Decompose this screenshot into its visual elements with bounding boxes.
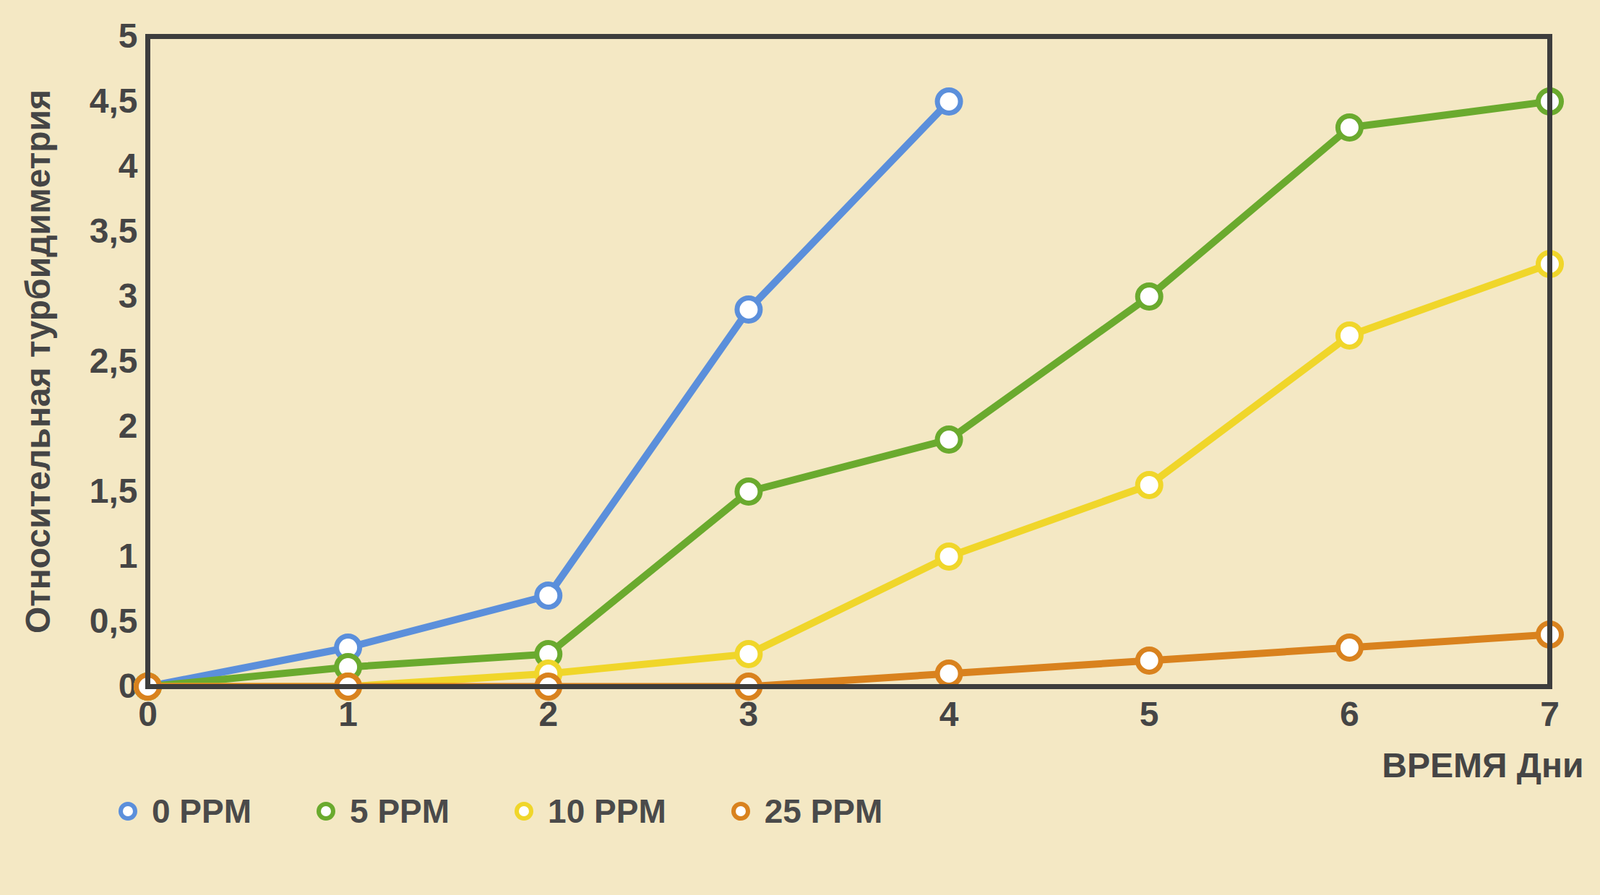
svg-text:5: 5 (1139, 695, 1160, 734)
svg-text:1,5: 1,5 (89, 471, 139, 511)
svg-text:5: 5 (118, 16, 139, 55)
svg-text:0,5: 0,5 (89, 601, 139, 641)
svg-text:4: 4 (939, 695, 959, 734)
html-text:0 PPM: 0 PPM (151, 792, 252, 831)
svg-text:3,5: 3,5 (89, 211, 139, 251)
svg-text:4: 4 (118, 146, 139, 186)
svg-text:0: 0 (138, 694, 158, 734)
svg-text:6: 6 (1339, 695, 1360, 734)
html-text:25 PPM: 25 PPM (764, 792, 883, 831)
svg-text:2: 2 (118, 406, 139, 446)
svg-text:1: 1 (338, 694, 358, 734)
html-text:5 PPM: 5 PPM (349, 792, 450, 831)
svg-text:4,5: 4,5 (89, 81, 139, 120)
svg-text:0: 0 (118, 666, 138, 706)
svg-text:2,5: 2,5 (89, 341, 139, 381)
svg-text:2: 2 (538, 694, 558, 734)
svg-text:ВРЕМЯ Дни: ВРЕМЯ Дни (1381, 746, 1584, 785)
svg-text:3: 3 (118, 276, 139, 316)
svg-text:3: 3 (739, 694, 759, 734)
svg-text:Относительная турбидиметрия: Относительная турбидиметрия (18, 89, 58, 634)
html-text:10 PPM: 10 PPM (547, 792, 667, 831)
svg-text:7: 7 (1540, 695, 1560, 734)
svg-text:1: 1 (118, 536, 139, 576)
